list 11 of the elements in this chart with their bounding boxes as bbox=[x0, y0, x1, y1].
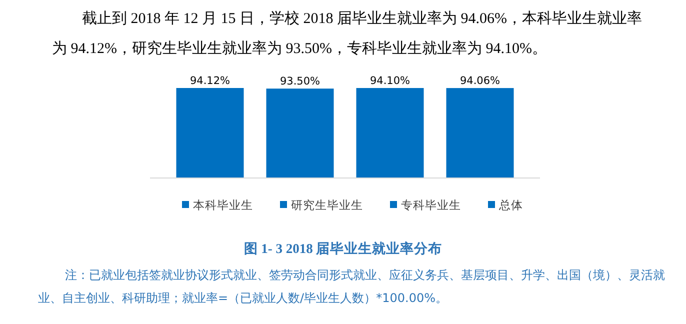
legend-label: 研究生毕业生 bbox=[291, 198, 363, 212]
legend-label: 专科毕业生 bbox=[401, 198, 461, 212]
data-label: 94.06% bbox=[460, 75, 500, 88]
data-label: 94.10% bbox=[370, 75, 410, 88]
text: 截止到 2018 年 12 月 15 日，学校 2018 届毕业生就业率为 94.06%，本科毕业生就业率为 94.12%，研究生毕业生就业率为 93.50%，专科毕业生就业率为 94.10%。 bbox=[52, 9, 642, 59]
text: 图 1- 3 2018 届毕业生就业率分布 bbox=[244, 240, 442, 256]
data-label: 93.50% bbox=[280, 76, 320, 88]
legend-label: 总体 bbox=[498, 198, 523, 212]
text: 注：已就业包括签就业协议形式就业、签劳动合同形式就业、应征义务兵、基层项目、升学、出国（境）、灵活就业、自主创业、科研助理；就业率=（已就业人数/毕业生人数）*100.00%。 bbox=[38, 267, 666, 307]
legend-label: 本科毕业生 bbox=[193, 198, 253, 212]
data-label: 94.12% bbox=[190, 75, 230, 87]
